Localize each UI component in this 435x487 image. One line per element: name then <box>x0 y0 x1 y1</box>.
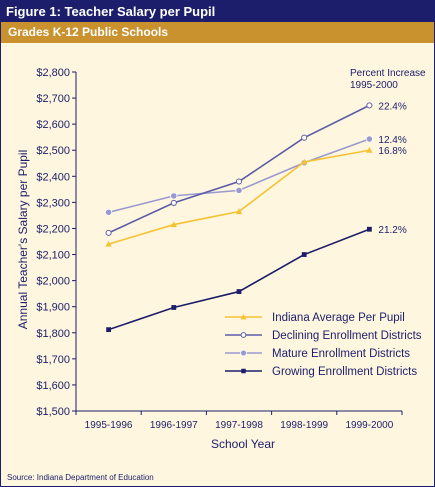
y-tick-label: $2,200 <box>36 223 70 235</box>
legend-label: Mature Enrollment Districts <box>272 348 410 360</box>
y-tick-label: $1,800 <box>36 328 70 340</box>
data-point <box>235 208 243 215</box>
y-tick-label: $1,900 <box>36 302 70 314</box>
legend-label: Indiana Average Per Pupil <box>272 312 405 324</box>
data-point <box>105 229 112 236</box>
legend-item: Indiana Average Per Pupil <box>225 312 405 324</box>
data-point <box>367 226 372 232</box>
series-line <box>108 138 370 214</box>
figure-title: Figure 1: Teacher Salary per Pupil <box>1 1 434 22</box>
y-tick-label: $1,600 <box>36 380 70 392</box>
y-tick-label: $1,500 <box>36 406 70 418</box>
data-point <box>171 305 177 310</box>
y-tick-label: $2,400 <box>36 171 70 183</box>
y-tick-label: $2,100 <box>36 250 70 262</box>
series-line <box>108 149 370 245</box>
data-point <box>240 314 247 320</box>
legend-label: Declining Enrollment Districts <box>272 330 422 342</box>
x-tick-label: 1998-1999 <box>280 420 328 431</box>
data-point <box>365 135 373 143</box>
source-note: Source: Indiana Department of Education <box>7 473 154 482</box>
y-tick-label: $2,700 <box>36 93 70 105</box>
y-tick-label: $2,800 <box>36 67 70 79</box>
data-point <box>366 147 373 153</box>
data-point <box>301 134 308 141</box>
chart-series <box>105 102 373 333</box>
x-tick-label: 1999-2000 <box>345 420 393 431</box>
data-point <box>105 240 112 247</box>
legend-label: Growing Enrollment Districts <box>272 366 417 378</box>
y-tick-label: $2,500 <box>36 145 70 157</box>
series-group <box>105 102 373 236</box>
annotation-title: Percent Increase <box>350 68 426 79</box>
x-tick-label: 1995-1996 <box>85 420 133 431</box>
data-point <box>236 289 242 294</box>
legend-item: Declining Enrollment Districts <box>225 330 422 342</box>
y-tick-label: $2,000 <box>36 276 70 288</box>
percent-increase-label: 21.2% <box>378 225 406 236</box>
data-point <box>366 102 373 109</box>
data-point <box>170 192 178 200</box>
data-point <box>235 186 243 194</box>
percent-increase-label: 22.4% <box>378 101 406 112</box>
data-point <box>240 332 247 338</box>
data-point <box>301 158 308 165</box>
legend-item: Mature Enrollment Districts <box>225 348 410 360</box>
chart-axes: $1,500 $1,600 $1,700 $1,800 $1,900 $2,000 $2,1… <box>16 67 403 451</box>
series-group <box>105 135 373 216</box>
percent-increase-label: 12.4% <box>378 135 406 146</box>
y-tick-label: $2,300 <box>36 197 70 209</box>
x-axis-title: School Year <box>211 437 275 451</box>
data-point <box>170 199 177 206</box>
chart-legend: Indiana Average Per Pupil Declining Enrol… <box>225 312 422 378</box>
figure-subtitle: Grades K-12 Public Schools <box>1 22 434 43</box>
y-tick-label: $1,700 <box>36 354 70 366</box>
y-axis-title: Annual Teacher's Salary per Pupil <box>16 150 30 330</box>
data-point <box>170 221 177 228</box>
y-tick-label: $2,600 <box>36 119 70 131</box>
legend-item: Growing Enrollment Districts <box>225 366 417 378</box>
data-point <box>105 208 113 216</box>
x-tick-label: 1997-1998 <box>215 420 263 431</box>
data-point <box>235 178 243 185</box>
x-tick-label: 1996-1997 <box>150 420 198 431</box>
series-group <box>105 147 373 247</box>
annotation-title: 1995-2000 <box>350 80 398 91</box>
data-point <box>241 368 246 374</box>
series-group <box>106 226 372 333</box>
percent-increase-label: 16.8% <box>378 146 406 157</box>
data-point <box>106 327 111 333</box>
data-point <box>301 252 307 257</box>
data-point <box>240 349 247 357</box>
